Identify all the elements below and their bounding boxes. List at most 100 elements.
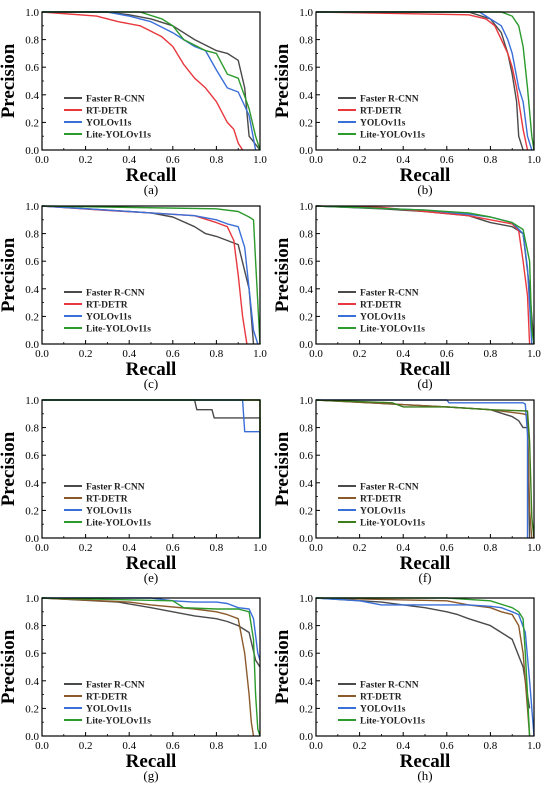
panel-b: 0.0 0.2 0.4 0.6 0.8 1.0 0.0 0.2 0.4 0.6 0.8 1.0 Reca… [272, 7, 541, 197]
series-line-lite-yolov11s [316, 11, 535, 151]
y-tick-label: 0.4 [25, 478, 39, 490]
x-tick-label: 0.2 [353, 154, 367, 166]
x-tick-label: 0.2 [79, 542, 93, 554]
x-tick-label: 0.0 [35, 740, 49, 752]
plot-frame [41, 11, 261, 151]
legend-label: Faster R-CNN [360, 681, 419, 691]
legend-label: YOLOv11s [360, 507, 406, 517]
y-tick-label: 0.6 [25, 450, 39, 462]
series-line-lite-yolov11s [316, 597, 531, 737]
y-tick-label: 0.8 [299, 423, 313, 435]
series-line-faster-r-cnn [316, 11, 524, 151]
y-tick-label: 0.0 [299, 339, 313, 351]
panel-caption: (c) [144, 376, 158, 391]
y-tick-label: 0.0 [25, 145, 39, 157]
plot-frame [315, 399, 535, 539]
x-tick-label: 0.8 [210, 740, 224, 752]
y-tick-label: 1.0 [299, 593, 313, 605]
y-tick-label: 0.4 [25, 284, 39, 296]
x-axis-label: Recall [400, 751, 451, 772]
legend-label: RT-DETR [360, 495, 402, 505]
x-tick-label: 0.0 [309, 154, 323, 166]
x-axis-label: Recall [400, 553, 451, 574]
series-line-yolov11s [42, 399, 261, 538]
x-tick-label: 0.6 [166, 348, 180, 360]
series-line-rt-detr [41, 11, 244, 151]
y-tick-label: 0.4 [299, 676, 313, 688]
x-tick-label: 0.6 [440, 154, 454, 166]
x-tick-label: 0.0 [309, 348, 323, 360]
y-tick-label: 0.4 [299, 478, 313, 490]
legend-label: YOLOv11s [86, 507, 132, 517]
x-tick-label: 0.6 [440, 740, 454, 752]
legend-label: Lite-YOLOv11s [86, 519, 151, 529]
y-tick-label: 1.0 [299, 7, 313, 19]
series-line-rt-detr [315, 11, 529, 151]
legend-label: Faster R-CNN [360, 95, 419, 105]
y-tick-label: 0.8 [299, 621, 313, 633]
legend-label: RT-DETR [360, 107, 402, 117]
x-tick-label: 1.0 [527, 740, 541, 752]
x-tick-label: 1.0 [527, 348, 541, 360]
legend-label: YOLOv11s [86, 119, 132, 129]
legend-label: YOLOv11s [86, 313, 132, 323]
plot-frame [41, 399, 261, 539]
series-line-yolov11s [315, 205, 533, 345]
x-tick-label: 0.4 [122, 542, 136, 554]
x-tick-label: 0.6 [166, 740, 180, 752]
y-tick-label: 0.0 [299, 145, 313, 157]
x-tick-label: 0.2 [79, 154, 93, 166]
x-tick-label: 0.2 [79, 740, 93, 752]
legend-label: Lite-YOLOv11s [360, 325, 425, 335]
x-tick-label: 0.2 [353, 348, 367, 360]
x-tick-label: 0.8 [210, 542, 224, 554]
legend-label: Faster R-CNN [360, 289, 419, 299]
y-tick-label: 0.0 [25, 533, 39, 545]
y-axis-label: Precision [272, 43, 293, 118]
legend-label: YOLOv11s [86, 705, 132, 715]
legend-label: YOLOv11s [360, 705, 406, 715]
x-tick-label: 0.6 [166, 154, 180, 166]
series-line-yolov11s [316, 399, 529, 538]
y-tick-label: 1.0 [25, 7, 39, 19]
series-line-rt-detr [41, 205, 248, 345]
y-axis-label: Precision [272, 431, 293, 506]
x-tick-label: 1.0 [253, 348, 267, 360]
y-tick-label: 0.6 [299, 256, 313, 268]
legend-label: RT-DETR [86, 495, 128, 505]
plot-frame [315, 597, 535, 737]
y-axis-label: Precision [0, 431, 19, 506]
panel-caption: (a) [144, 182, 158, 197]
series-line-rt-detr [41, 597, 255, 737]
y-axis-label: Precision [0, 629, 19, 704]
x-tick-label: 0.8 [484, 348, 498, 360]
legend-label: Faster R-CNN [86, 95, 145, 105]
y-tick-label: 0.2 [25, 117, 39, 129]
legend-label: YOLOv11s [360, 313, 406, 323]
x-tick-label: 0.4 [396, 542, 410, 554]
series-line-lite-yolov11s [315, 205, 535, 345]
series-line-yolov11s [42, 597, 261, 661]
y-tick-label: 0.6 [299, 648, 313, 660]
y-tick-label: 1.0 [299, 395, 313, 407]
x-tick-label: 0.8 [210, 154, 224, 166]
panel-a: 0.0 0.2 0.4 0.6 0.8 1.0 0.0 0.2 0.4 0.6 0.8 1.0 Reca… [0, 7, 267, 197]
legend-label: YOLOv11s [360, 119, 406, 129]
panel-e: 0.0 0.2 0.4 0.6 0.8 1.0 0.0 0.2 0.4 0.6 0.8 1.0 Reca… [0, 395, 267, 585]
x-tick-label: 1.0 [527, 542, 541, 554]
series-line-faster-r-cnn [41, 205, 255, 345]
x-tick-label: 1.0 [253, 154, 267, 166]
x-tick-label: 1.0 [253, 542, 267, 554]
y-axis-label: Precision [272, 237, 293, 312]
series-line-yolov11s [315, 597, 535, 737]
series-line-yolov11s [316, 11, 533, 151]
x-tick-label: 0.4 [396, 348, 410, 360]
panel-f: 0.0 0.2 0.4 0.6 0.8 1.0 0.0 0.2 0.4 0.6 0.8 1.0 Reca… [272, 395, 541, 585]
x-tick-label: 0.8 [210, 348, 224, 360]
y-tick-label: 0.2 [25, 703, 39, 715]
panel-caption: (e) [144, 570, 158, 585]
series-line-rt-detr [42, 399, 261, 538]
y-axis-label: Precision [0, 43, 19, 118]
legend-label: Lite-YOLOv11s [360, 131, 425, 141]
